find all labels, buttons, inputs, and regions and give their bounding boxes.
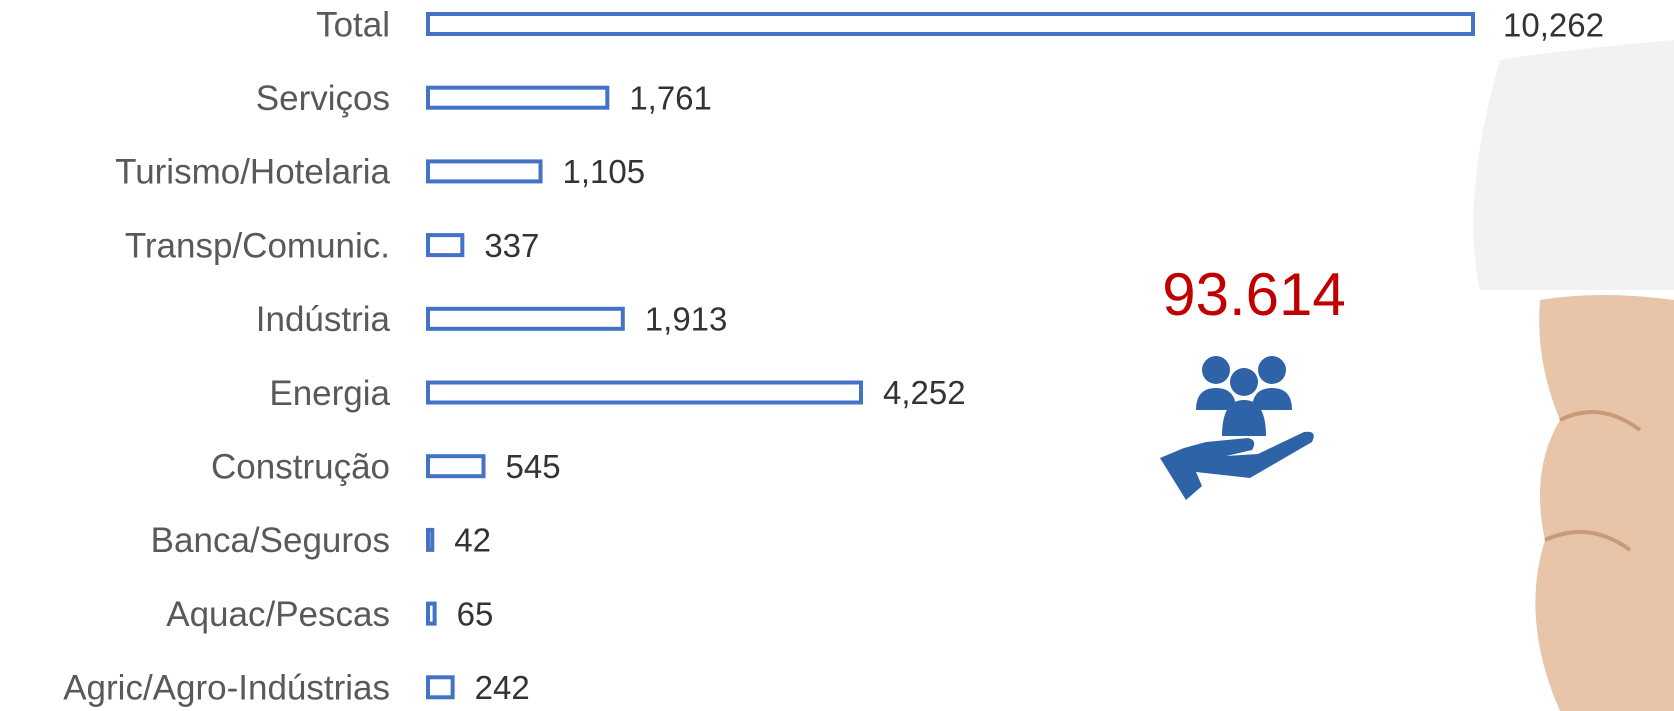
bar xyxy=(426,454,486,479)
category-label: Banca/Seguros xyxy=(151,521,390,560)
category-label: Indústria xyxy=(256,300,391,339)
data-label: 242 xyxy=(475,669,530,706)
bar xyxy=(426,12,1475,36)
bar xyxy=(426,527,435,552)
category-label: Agric/Agro-Indústrias xyxy=(63,669,390,708)
category-label: Construção xyxy=(211,447,390,486)
category-label: Serviços xyxy=(256,79,390,118)
bar xyxy=(426,601,437,626)
annotation: 93.614 xyxy=(1162,261,1346,328)
data-label: 42 xyxy=(454,522,491,559)
data-label: 545 xyxy=(505,448,560,485)
data-label: 1,105 xyxy=(563,153,646,190)
category-label: Energia xyxy=(269,374,390,413)
background-photo xyxy=(1473,40,1674,711)
bar xyxy=(426,159,543,184)
bar xyxy=(426,306,625,331)
people-hand-icon xyxy=(1160,356,1314,500)
category-label: Total xyxy=(316,5,390,44)
category-label: Turismo/Hotelaria xyxy=(115,153,390,192)
data-label: 65 xyxy=(457,595,494,632)
data-label: 4,252 xyxy=(883,374,966,411)
bar xyxy=(426,380,863,405)
bar xyxy=(426,85,610,110)
bar xyxy=(426,675,455,700)
bar xyxy=(426,233,465,258)
data-label: 1,913 xyxy=(645,301,728,338)
data-label: 10,262 xyxy=(1503,7,1604,44)
category-label: Aquac/Pescas xyxy=(166,595,390,634)
category-label: Transp/Comunic. xyxy=(125,226,390,265)
data-label: 337 xyxy=(484,227,539,264)
data-label: 1,761 xyxy=(629,79,712,116)
